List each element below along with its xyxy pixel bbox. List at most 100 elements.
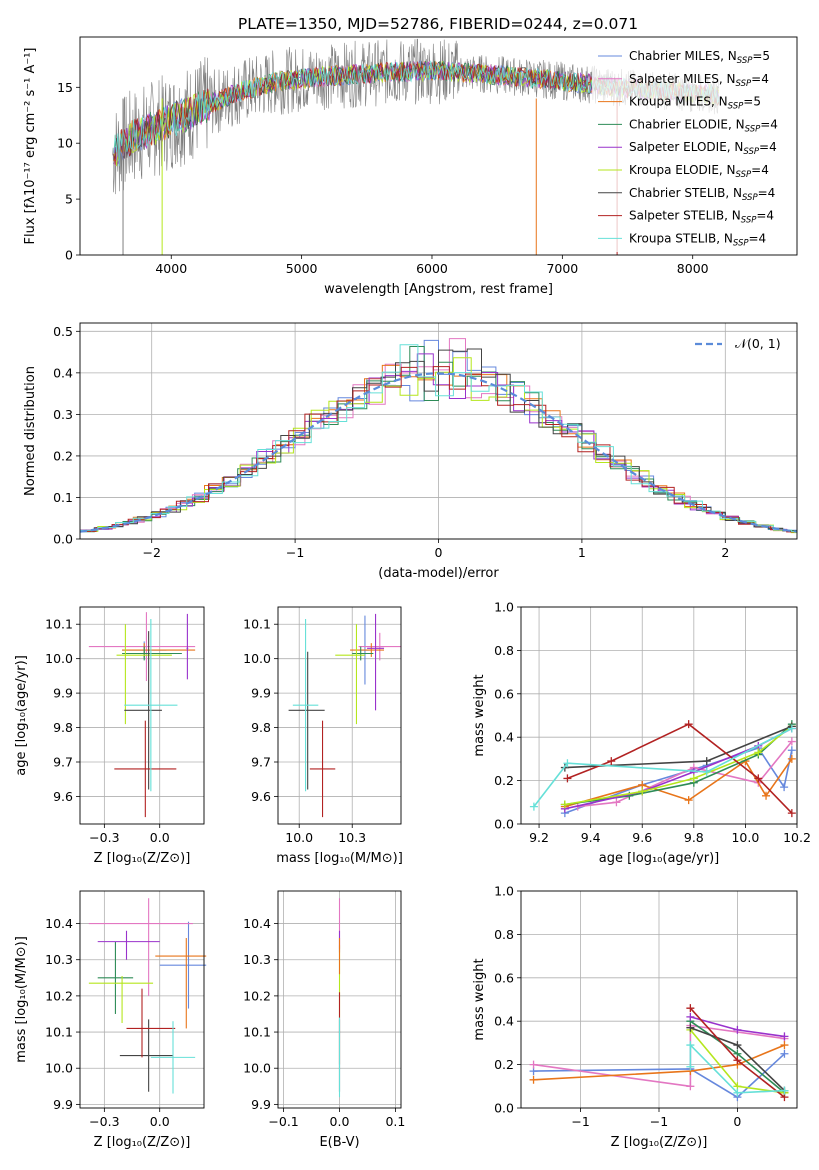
y-tick-label: 10.4 <box>243 916 271 931</box>
weight-marker-salp_stelib <box>754 774 763 783</box>
legend-nssp: =4 <box>760 117 778 131</box>
x-tick-label: 10.0 <box>285 830 313 845</box>
errorbar-point-salp_elodie <box>186 613 189 680</box>
errorbar-point-chab_elodie <box>122 646 182 661</box>
x-tick-label: −1 <box>650 1114 668 1129</box>
y-axis-label: mass weight <box>472 674 487 756</box>
axes-frame <box>520 890 798 1109</box>
mass-vs-ebv-panel: −0.1 0.0 0.1 9.9 10.0 10.1 10.2 10.3 10.4 E(B-V) <box>243 890 405 1150</box>
legend-subscript: SSP <box>743 147 759 157</box>
x-tick-label: −0.3 <box>89 830 119 845</box>
weight-marker-chab_stelib <box>686 1023 695 1032</box>
weight-marker-krou_miles <box>684 796 693 805</box>
weight-marker-chab_stelib <box>733 1041 742 1050</box>
mass-vs-metallicity-panel: −0.3 0.0 9.9 10.0 10.1 10.2 10.3 10.4 Z [log₁₀(Z… <box>14 890 207 1150</box>
x-axis-label: (data-model)/error <box>378 566 499 581</box>
weight-line-krou_miles <box>564 758 793 808</box>
y-tick-label: 10.0 <box>243 1061 271 1076</box>
y-axis-label: age [log₁₀(age/yr)] <box>14 655 29 776</box>
weight-marker-salp_stelib <box>607 757 616 766</box>
plot-area <box>88 898 207 1094</box>
errorbar-point-krou_miles <box>155 938 207 1029</box>
errorbar-point-salp_stelib <box>126 988 176 1058</box>
y-tick-label: 9.9 <box>53 1097 73 1112</box>
gaussian-reference-curve <box>79 372 798 533</box>
errorbar-point-krou_miles <box>350 643 385 657</box>
weight-marker-krou_miles <box>762 791 771 800</box>
legend-entry-gaussian: 𝒩(0, 1) <box>735 336 781 351</box>
x-axis-label: mass [log₁₀(M/M⊙)] <box>276 851 403 866</box>
y-tick-label: 0 <box>65 248 73 263</box>
spectrum-legend: Chabrier MILES, NSSP=5 Salpeter MILES, NS… <box>592 42 794 252</box>
y-tick-label: 10.1 <box>45 1025 73 1040</box>
axes-frame <box>79 322 798 540</box>
weight-marker-krou_stelib <box>787 724 796 733</box>
y-tick-label: 0.2 <box>53 448 73 463</box>
x-tick-label: 9.8 <box>684 830 704 845</box>
errorbar-point-salp_elodie <box>97 930 160 960</box>
y-tick-label: 10.1 <box>243 617 271 632</box>
weight-vs-metallicity-panel: −1 −1 0 0.0 0.2 0.4 0.6 0.8 1.0 Z [log₁₀(Z/Z⊙)] ma… <box>472 884 798 1150</box>
weight-marker-krou_stelib <box>780 1086 789 1095</box>
weight-marker-krou_miles <box>787 754 796 763</box>
residual-histogram-salp_elodie <box>80 353 797 532</box>
weight-marker-salp_miles <box>612 798 621 807</box>
x-tick-label: 0.1 <box>385 1114 405 1129</box>
y-tick-label: 0.0 <box>53 532 73 547</box>
y-tick-label: 1.0 <box>494 884 514 899</box>
y-tick-label: 9.8 <box>251 720 271 735</box>
errorbar-point-chab_elodie <box>97 941 134 1014</box>
plot-area <box>79 338 798 534</box>
errorbar-point-chab_stelib <box>119 1019 173 1092</box>
errorbar-point-salp_miles <box>358 632 401 661</box>
errorbar-point-salp_miles <box>88 898 193 996</box>
y-tick-label: 9.7 <box>53 755 73 770</box>
y-tick-label: 10.2 <box>243 988 271 1003</box>
residual-histogram-salp_stelib <box>80 366 797 533</box>
y-tick-label: 10.1 <box>243 1025 271 1040</box>
weight-marker-krou_elodie <box>754 748 763 757</box>
age-vs-mass-panel: 10.0 10.3 9.6 9.7 9.8 9.9 10.0 10.1 mass [log₁₀(… <box>243 606 403 866</box>
y-tick-label: 0.0 <box>494 1101 514 1116</box>
y-tick-label: 0.0 <box>494 817 514 832</box>
weight-marker-salp_stelib <box>733 1056 742 1065</box>
x-tick-label: 0 <box>733 1114 741 1129</box>
weight-marker-salp_elodie <box>780 1032 789 1041</box>
y-tick-label: 9.6 <box>53 789 73 804</box>
x-tick-label: 1 <box>578 545 586 560</box>
axes-frame <box>277 890 402 1109</box>
legend-nssp: =4 <box>751 163 769 177</box>
x-tick-label: 6000 <box>416 261 448 276</box>
errorbar-point-salp_stelib <box>309 720 336 818</box>
y-tick-label: 15 <box>57 80 73 95</box>
errorbar-point-krou_stelib <box>292 619 319 792</box>
legend-subscript: SSP <box>736 170 752 180</box>
weight-marker-salp_stelib <box>686 1004 695 1013</box>
x-tick-label: 8000 <box>677 261 709 276</box>
weight-line-krou_stelib <box>689 1043 785 1094</box>
axes-frame <box>520 606 798 825</box>
y-tick-label: 10.2 <box>45 988 73 1003</box>
x-tick-label: 4000 <box>155 261 187 276</box>
y-tick-label: 0.4 <box>494 1014 514 1029</box>
x-tick-label: 5000 <box>286 261 318 276</box>
weight-marker-chab_miles <box>780 783 789 792</box>
weight-marker-salp_miles <box>686 1082 695 1091</box>
legend-subscript: SSP <box>736 79 752 89</box>
x-tick-label: 2 <box>721 545 729 560</box>
spectrum-panel: 4000 5000 6000 7000 8000 0 5 10 15 wavelength [An… <box>23 36 798 297</box>
x-axis-label: E(B-V) <box>319 1135 359 1150</box>
weight-marker-chab_stelib <box>702 757 711 766</box>
weight-marker-krou_elodie <box>638 787 647 796</box>
legend-nssp: =4 <box>758 186 776 200</box>
weight-marker-salp_stelib <box>563 774 572 783</box>
errorbar-point-krou_stelib <box>124 619 178 792</box>
x-tick-label: −0.1 <box>268 1114 298 1129</box>
errorbar-point-chab_elodie <box>352 646 374 661</box>
plot-area <box>529 720 796 818</box>
weight-marker-chab_miles <box>787 746 796 755</box>
weight-marker-krou_stelib <box>686 1062 695 1071</box>
weight-marker-salp_elodie <box>733 1025 742 1034</box>
y-tick-label: 10.0 <box>243 651 271 666</box>
x-tick-label: 10.0 <box>731 830 759 845</box>
